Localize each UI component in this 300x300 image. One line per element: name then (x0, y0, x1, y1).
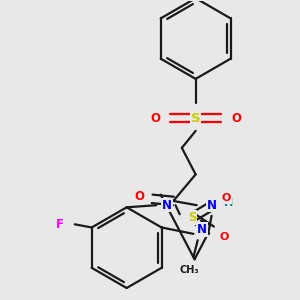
Text: O: O (134, 190, 144, 203)
Text: O: O (220, 232, 229, 242)
Text: O: O (222, 193, 231, 203)
Text: CH₃: CH₃ (179, 265, 199, 275)
Text: S: S (191, 112, 200, 125)
Text: O: O (150, 112, 160, 125)
Text: O: O (231, 112, 241, 125)
Text: N: N (207, 199, 217, 212)
Text: N: N (162, 199, 172, 212)
Text: F: F (56, 218, 64, 231)
Text: N: N (197, 223, 207, 236)
Text: S: S (188, 211, 197, 224)
Text: H: H (224, 198, 233, 208)
